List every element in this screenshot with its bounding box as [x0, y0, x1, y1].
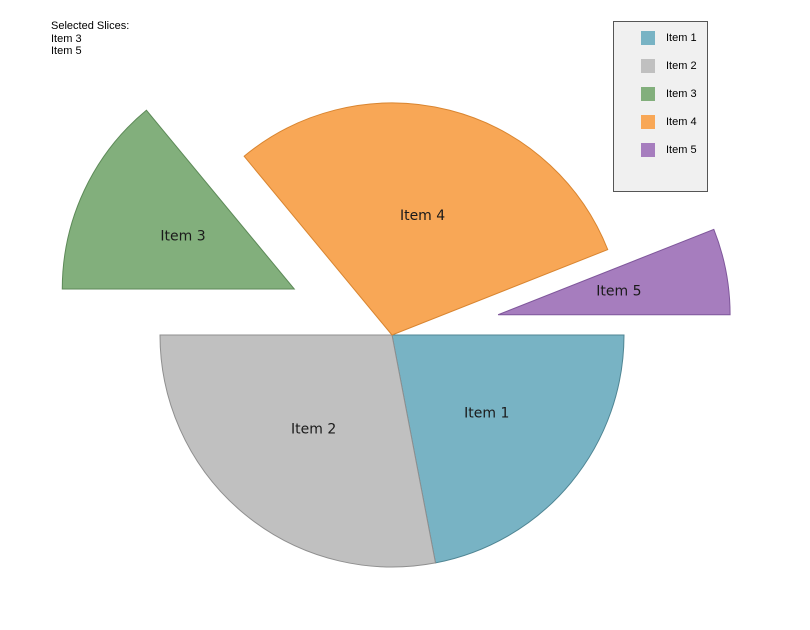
legend-label: Item 3: [666, 88, 697, 100]
legend-item-item-4[interactable]: Item 4: [641, 115, 697, 129]
legend-item-item-5[interactable]: Item 5: [641, 143, 697, 157]
legend-label: Item 2: [666, 60, 697, 72]
slice-label: Item 1: [464, 405, 509, 421]
pie-slice-item-3[interactable]: [61, 109, 296, 290]
legend-item-item-1[interactable]: Item 1: [641, 31, 697, 45]
slice-label: Item 3: [160, 229, 205, 245]
pie-slice-item-2[interactable]: [159, 334, 437, 568]
pie-slice-item-4[interactable]: [243, 102, 609, 336]
slice-label: Item 2: [291, 422, 336, 438]
legend-item-item-2[interactable]: Item 2: [641, 59, 697, 73]
pie-slice-item-5[interactable]: [497, 228, 731, 316]
legend-label: Item 5: [666, 144, 697, 156]
legend-swatch: [641, 143, 655, 157]
chart-legend: Item 1 Item 2 Item 3 Item 4 Item 5: [613, 21, 708, 192]
selected-slice-entry: Item 3: [51, 32, 82, 45]
legend-label: Item 1: [666, 32, 697, 44]
slice-label: Item 5: [596, 284, 641, 300]
selected-slices-panel: Selected Slices: Item 3 Item 5: [51, 20, 129, 58]
legend-swatch: [641, 59, 655, 73]
selected-slice-entry: Item 5: [51, 45, 82, 57]
slice-label: Item 4: [400, 208, 445, 224]
legend-label: Item 4: [666, 116, 697, 128]
pie-slice-item-1[interactable]: [391, 334, 625, 564]
legend-item-item-3[interactable]: Item 3: [641, 87, 697, 101]
legend-swatch: [641, 87, 655, 101]
legend-swatch: [641, 115, 655, 129]
selected-slices-heading: Selected Slices:: [51, 20, 130, 32]
legend-swatch: [641, 31, 655, 45]
